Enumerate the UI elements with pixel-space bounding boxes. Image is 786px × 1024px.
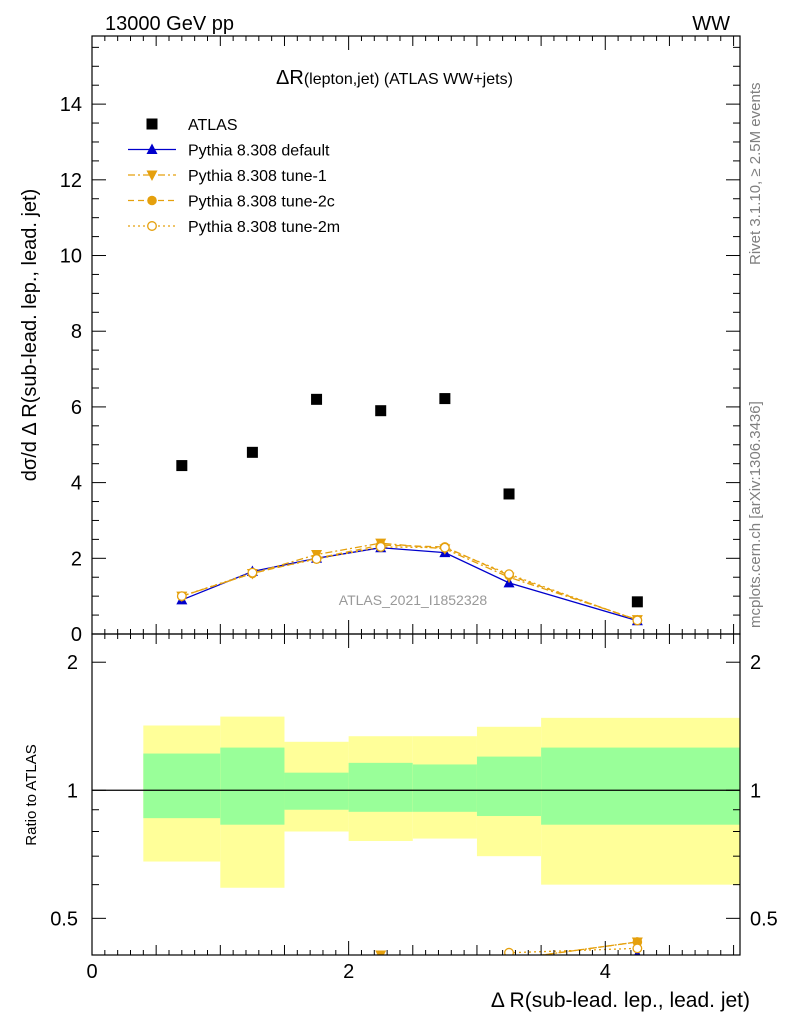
legend-entry-2: Pythia 8.308 tune-1: [128, 168, 327, 185]
legend-entry-3-marker: [147, 195, 157, 206]
ratio-series-0-line: [635, 954, 638, 955]
x-tick-label: 4: [600, 961, 611, 983]
ratio-band-inner-3: [348, 762, 413, 812]
main-series-3: [176, 541, 643, 626]
ratio-y-tick-label: 0.5: [50, 908, 78, 930]
main-series-4-point: [246, 446, 258, 458]
ratio-series-3-point: [504, 947, 514, 955]
ratio-series-1-point: [375, 950, 387, 955]
main-series-3-point: [311, 554, 322, 565]
ratio-series-1-line: [380, 941, 638, 955]
main-series-4-point: [176, 460, 188, 472]
legend-entry-4-label: Pythia 8.308 tune-2m: [188, 219, 340, 236]
main-title-subscript: (lepton,jet) (ATLAS WW+jets): [304, 71, 513, 88]
main-y-tick-label: 0: [71, 624, 82, 646]
ratio-panel-frame: [91, 633, 741, 956]
ratio-band-inner-1: [220, 747, 285, 825]
legend-entry-4-marker: [147, 221, 157, 231]
main-y-tick-label: 8: [71, 321, 82, 343]
main-y-tick-label: 6: [71, 397, 82, 419]
legend-entry-1-label: Pythia 8.308 default: [188, 143, 330, 160]
ratio-band-inner-2: [284, 772, 349, 810]
header-left-label: 13000 GeV pp: [105, 13, 234, 35]
legend-entry-3: Pythia 8.308 tune-2c: [128, 194, 335, 211]
ratio-series-1-point: [504, 955, 515, 966]
x-tick-label: 0: [86, 961, 97, 983]
ratio-series-2-line: [537, 941, 638, 955]
main-series-2-line: [181, 544, 638, 621]
ratio-series-2: [507, 937, 643, 955]
main-panel: ΔR(lepton,jet) (ATLAS WW+jets) dσ/d Δ R(…: [19, 35, 741, 635]
main-series-1-line: [181, 542, 638, 621]
legend-entry-0-marker: [146, 118, 158, 130]
ratio-panel: Ratio to ATLAS Δ R(sub-lead. lep., lead.…: [23, 633, 750, 1012]
legend-entry-0-label: ATLAS: [188, 117, 238, 134]
main-y-tick-label: 4: [71, 473, 82, 495]
rivet-version-label: Rivet 3.1.10, ≥ 2.5M events: [747, 83, 764, 266]
ratio-y-tick-label: 2: [67, 652, 78, 674]
ratio-band-inner-6: [541, 747, 740, 825]
legend-entry-4: Pythia 8.308 tune-2m: [128, 219, 340, 236]
main-series-4-point: [311, 393, 323, 405]
main-y-tick-label: 14: [60, 94, 82, 116]
ratio-y-axis-label: Ratio to ATLAS: [23, 744, 40, 845]
analysis-label: ATLAS_2021_I1852328: [339, 592, 488, 608]
main-series-3-point: [176, 591, 187, 602]
ratio-series-2-point: [507, 954, 511, 955]
x-tick-label: 2: [343, 961, 354, 983]
ratio-band-inner-0: [143, 753, 221, 819]
main-y-tick-label: 12: [60, 170, 82, 192]
legend-entry-1-marker: [146, 143, 158, 154]
ratio-series-3: [504, 943, 643, 955]
main-series-4-point: [439, 393, 451, 405]
legend: ATLAS Pythia 8.308 default Pythia 8.308 tu…: [128, 117, 340, 236]
ratio-band-inner-5: [476, 756, 542, 817]
ratio-series-3-line: [509, 947, 638, 954]
ratio-series-3-point: [632, 943, 643, 954]
ratio-y-tick-label-right: 2: [750, 652, 761, 674]
ratio-y-tick-label: 1: [67, 780, 78, 802]
legend-entry-1: Pythia 8.308 default: [128, 143, 330, 160]
main-y-axis-label: dσ/d Δ R(sub-lead. lep., lead. jet): [19, 189, 41, 482]
main-series-4-point: [375, 405, 387, 417]
legend-entry-2-marker: [146, 170, 158, 181]
main-y-tick-label: 10: [60, 246, 82, 268]
main-series-3-point: [247, 567, 258, 578]
main-series-3-point: [504, 569, 514, 580]
ratio-series-0-point: [504, 978, 515, 989]
ratio-y-tick-label-right: 1: [750, 780, 761, 802]
main-series-3-point: [375, 541, 386, 552]
legend-entry-3-label: Pythia 8.308 tune-2c: [188, 194, 335, 211]
main-title-symbol: ΔR: [276, 67, 304, 89]
main-series-4-point: [631, 596, 643, 608]
main-series-2: [177, 540, 643, 625]
main-series-1: [176, 538, 643, 626]
main-y-tick-label: 2: [71, 548, 82, 570]
ratio-y-tick-label-right: 0.5: [750, 908, 778, 930]
main-series-0-line: [181, 547, 638, 622]
legend-entry-0: ATLAS: [146, 117, 238, 134]
ratio-band-inner-4: [412, 764, 477, 812]
x-axis-label: Δ R(sub-lead. lep., lead. jet): [491, 989, 750, 1012]
legend-entry-2-label: Pythia 8.308 tune-1: [188, 168, 327, 185]
header-right-label: WW: [692, 13, 730, 35]
mcplots-label: mcplots.cern.ch [arXiv:1306.3436]: [747, 401, 764, 628]
ratio-series-0-point: [568, 968, 579, 979]
main-series-0: [176, 541, 643, 626]
main-series-3-point: [632, 615, 643, 626]
main-title: ΔR(lepton,jet) (ATLAS WW+jets): [276, 67, 513, 89]
main-series-3-line: [181, 546, 638, 621]
main-series-3-point: [439, 542, 450, 553]
main-series-4: [176, 393, 643, 608]
main-series-4-point: [503, 488, 515, 500]
